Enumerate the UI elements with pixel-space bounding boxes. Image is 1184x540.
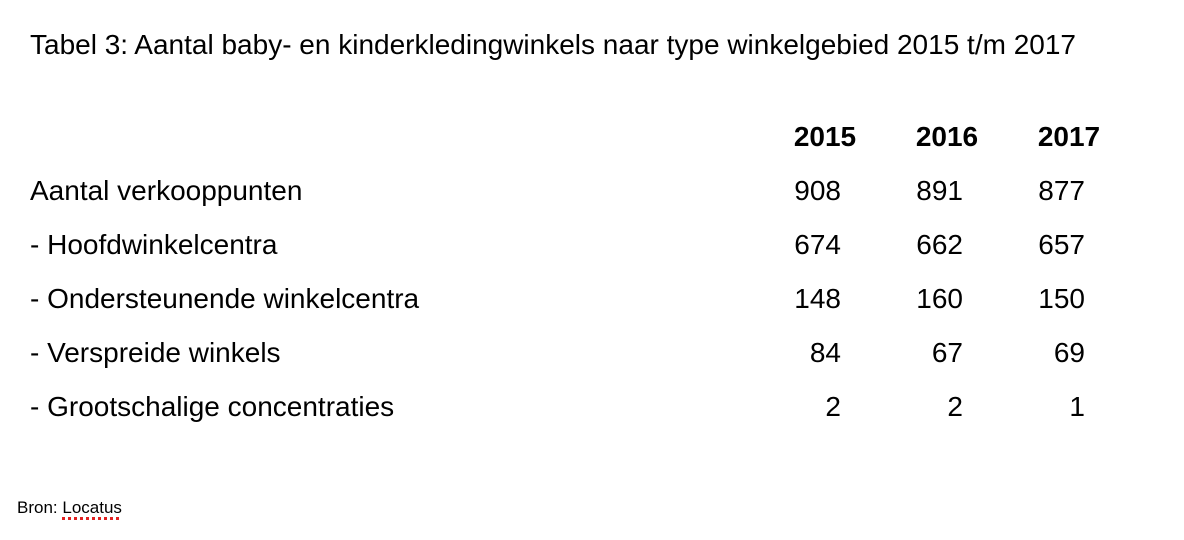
row-label: - Grootschalige concentraties	[30, 391, 395, 422]
table-title: Tabel 3: Aantal baby- en kinderkledingwi…	[30, 29, 1077, 60]
row-label: - Verspreide winkels	[30, 337, 281, 368]
row-label: - Ondersteunende winkelcentra	[30, 283, 420, 314]
table-row: Aantal verkooppunten 908 891 877	[30, 172, 1150, 226]
table-cell: 891	[916, 175, 963, 206]
table-row: - Grootschalige concentraties 2 2 1	[30, 388, 1150, 442]
table-cell: 877	[1038, 175, 1085, 206]
table-cell: 148	[794, 283, 841, 314]
year-header: 2015	[793, 121, 857, 152]
year-header: 2017	[1037, 121, 1101, 152]
table-cell: 84	[809, 337, 841, 368]
source-note: Bron: Locatus	[17, 497, 122, 519]
table-row: - Ondersteunende winkelcentra 148 160 15…	[30, 280, 1150, 334]
table-cell: 2	[947, 391, 963, 422]
row-label: Aantal verkooppunten	[30, 175, 303, 206]
table-cell: 69	[1053, 337, 1085, 368]
table-cell: 2	[825, 391, 841, 422]
source-name: Locatus	[62, 498, 122, 517]
row-label: - Hoofdwinkelcentra	[30, 229, 278, 260]
table-cell: 150	[1038, 283, 1085, 314]
table-cell: 674	[794, 229, 841, 260]
year-header: 2016	[915, 121, 979, 152]
table-row: - Verspreide winkels 84 67 69	[30, 334, 1150, 388]
data-table: 2015 2016 2017 Aantal verkooppunten 908 …	[30, 118, 1150, 442]
table-cell: 1	[1069, 391, 1085, 422]
table-cell: 160	[916, 283, 963, 314]
table-header-row: 2015 2016 2017	[30, 118, 1150, 172]
table-cell: 67	[931, 337, 963, 368]
table-cell: 908	[794, 175, 841, 206]
source-prefix: Bron:	[17, 498, 63, 517]
table-cell: 662	[916, 229, 963, 260]
table-row: - Hoofdwinkelcentra 674 662 657	[30, 226, 1150, 280]
table-cell: 657	[1038, 229, 1085, 260]
